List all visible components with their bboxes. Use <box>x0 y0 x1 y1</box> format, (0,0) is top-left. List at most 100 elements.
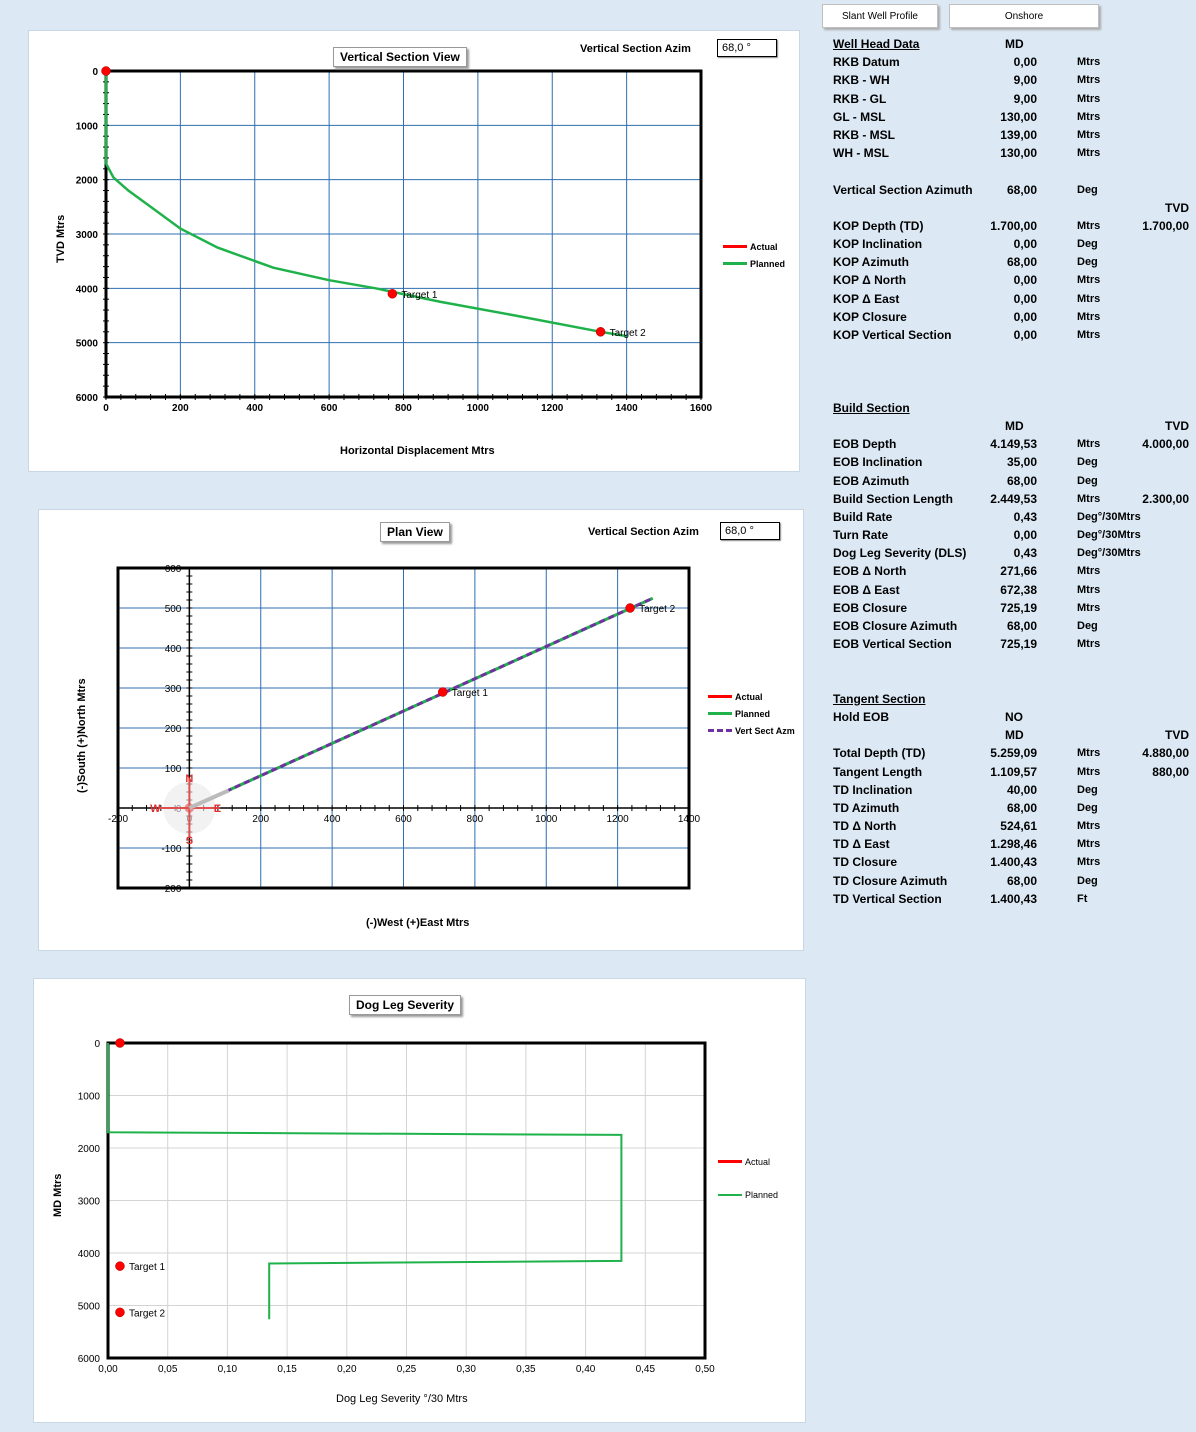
well-data-row: EOB Closure 725,19 Mtrs <box>833 599 1193 617</box>
y-tick-label: 300 <box>165 684 182 695</box>
well-data-row: GL - MSL 130,00 Mtrs <box>833 108 1193 126</box>
plot-frame <box>106 1041 707 1360</box>
unit-label: Mtrs <box>1077 274 1101 287</box>
md-value: 1.109,57 <box>990 764 1037 779</box>
y-tick-label: 100 <box>165 764 182 775</box>
plan-view-chart: -2000200400600800100012001400-200-100010… <box>108 564 701 895</box>
pv-azim-value[interactable]: 68,0 ° <box>720 522 780 540</box>
unit-label: Mtrs <box>1077 820 1101 833</box>
well-data-row: MD TVD <box>833 726 1193 744</box>
unit-label: Mtrs <box>1077 110 1101 123</box>
row-label: Vertical Section Azimuth <box>833 182 973 197</box>
md-value: 1.700,00 <box>990 218 1037 233</box>
well-data-row: EOB Δ North 271,66 Mtrs <box>833 562 1193 580</box>
row-label: KOP Inclination <box>833 237 923 252</box>
well-data-row: Hold EOB NO <box>833 708 1193 726</box>
legend-item-actual: Actual <box>718 1145 778 1178</box>
well-data-row: Dog Leg Severity (DLS) 0,43 Deg°/30Mtrs <box>833 544 1193 562</box>
unit-label: Mtrs <box>1077 92 1101 105</box>
unit-label: Deg°/30Mtrs <box>1077 547 1141 560</box>
compass-n: N <box>185 773 193 785</box>
vertical-section-panel: 0 200 400 600 800 1000 1200 1400 1600 0 1000 2000 30… <box>28 30 800 472</box>
vs-y-axis-label: TVD Mtrs <box>55 214 67 263</box>
md-value: 68,00 <box>1006 473 1037 488</box>
row-label: RKB - MSL <box>833 127 895 142</box>
x-tick-label: 1000 <box>467 403 490 414</box>
unit-label: Deg <box>1077 474 1098 487</box>
tvd-value: 1.700,00 <box>1142 218 1189 233</box>
well-data-row: TD Vertical Section 1.400,43 Ft <box>833 890 1193 908</box>
unit-label: Deg°/30Mtrs <box>1077 510 1141 523</box>
well-data-row: TD Closure Azimuth 68,00 Deg <box>833 872 1193 890</box>
y-tick-label: 6000 <box>76 393 99 404</box>
md-value: 524,61 <box>1000 819 1037 834</box>
md-value: 0,00 <box>1013 309 1037 324</box>
md-value: 68,00 <box>1006 619 1037 633</box>
md-value: 0,43 <box>1013 546 1037 561</box>
well-data-row: Build Rate 0,43 Deg°/30Mtrs <box>833 508 1193 526</box>
well-data-row: KOP Vertical Section 0,00 Mtrs <box>833 326 1193 344</box>
y-tick-label: 4000 <box>76 284 99 295</box>
tvd-value: TVD <box>1165 200 1189 215</box>
md-value: MD <box>1005 37 1024 51</box>
dls-title: Dog Leg Severity <box>349 995 462 1015</box>
md-value: 130,00 <box>1000 146 1037 161</box>
well-data-row: Turn Rate 0,00 Deg°/30Mtrs <box>833 526 1193 544</box>
x-tick-label: 1200 <box>607 814 630 825</box>
target-point <box>115 1261 125 1271</box>
well-data-row: Well Head Data MD <box>833 35 1193 53</box>
unit-label: Deg <box>1077 456 1098 469</box>
well-data-row: RKB - MSL 139,00 Mtrs <box>833 126 1193 144</box>
row-label: KOP Closure <box>833 309 907 324</box>
pv-y-axis-label: (-)South (+)North Mtrs <box>76 678 88 793</box>
onshore-button[interactable]: Onshore <box>949 4 1099 28</box>
md-value: NO <box>1005 709 1023 724</box>
x-tick-label: 600 <box>321 403 338 414</box>
section-heading: Well Head Data <box>833 37 920 51</box>
target-label: Target 2 <box>610 328 647 339</box>
row-label: Build Rate <box>833 509 893 524</box>
legend-item-planned: Planned <box>708 705 795 722</box>
pv-x-axis-label: (-)West (+)East Mtrs <box>366 917 470 929</box>
vs-azim-value[interactable]: 68,0 ° <box>717 39 777 57</box>
well-data-row: TD Δ East 1.298,46 Mtrs <box>833 835 1193 853</box>
series-actual-point <box>101 66 111 76</box>
x-tick-label: 0,05 <box>158 1364 178 1375</box>
x-tick-label: 0,50 <box>695 1364 715 1375</box>
legend-item-actual: Actual <box>708 688 795 705</box>
dls-legend: Actual Planned <box>718 1145 778 1211</box>
md-value: MD <box>1005 418 1024 433</box>
x-tick-label: 0,30 <box>456 1364 476 1375</box>
md-value: 0,00 <box>1013 273 1037 288</box>
unit-label: Mtrs <box>1077 638 1101 651</box>
row-label: EOB Δ East <box>833 582 900 597</box>
legend-item-planned: Planned <box>718 1178 778 1211</box>
legend-item-vert-sect-azm: Vert Sect Azm <box>708 722 795 739</box>
pv-legend: Actual Planned Vert Sect Azm <box>708 688 795 739</box>
x-tick-label: 400 <box>246 403 263 414</box>
md-value: 0,43 <box>1013 509 1037 524</box>
unit-label: Deg <box>1077 256 1098 269</box>
unit-label: Mtrs <box>1077 601 1101 614</box>
y-tick-label: 3000 <box>78 1197 101 1208</box>
row-label: GL - MSL <box>833 109 886 124</box>
compass-w: W <box>150 803 161 815</box>
x-tick-label: 1200 <box>541 403 564 414</box>
y-tick-label: 6000 <box>78 1354 101 1365</box>
y-tick-label: 400 <box>165 644 182 655</box>
unit-label: Mtrs <box>1077 310 1101 323</box>
x-tick-label: 0,10 <box>218 1364 238 1375</box>
x-tick-label: 1600 <box>690 403 713 414</box>
well-data-row: TD Azimuth 68,00 Deg <box>833 799 1193 817</box>
unit-label: Deg <box>1077 183 1098 196</box>
unit-label: Mtrs <box>1077 492 1101 505</box>
slant-well-profile-button[interactable]: Slant Well Profile <box>822 4 938 28</box>
vs-legend: Actual Planned <box>723 238 785 272</box>
well-data-row: EOB Inclination 35,00 Deg <box>833 453 1193 471</box>
row-label: RKB Datum <box>833 55 900 70</box>
md-value: 5.259,09 <box>990 746 1037 761</box>
y-tick-label: 200 <box>165 724 182 735</box>
unit-label: Mtrs <box>1077 56 1101 69</box>
legend-item-actual: Actual <box>723 238 785 255</box>
md-value: 68,00 <box>1006 182 1037 197</box>
